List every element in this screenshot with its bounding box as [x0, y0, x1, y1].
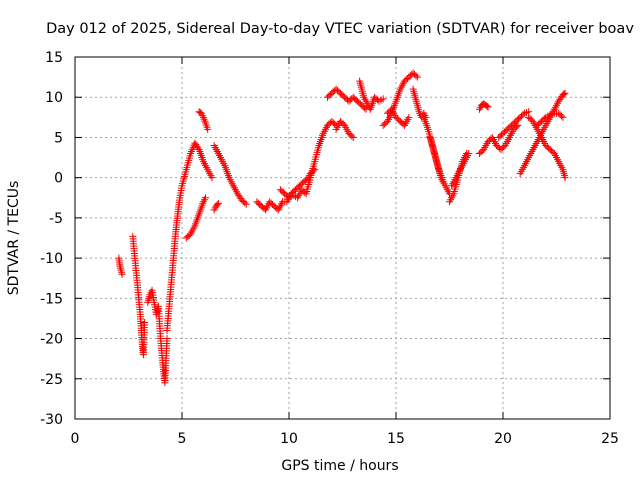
x-tick-label: 10 — [280, 431, 298, 447]
data-point-arc-aa — [557, 112, 565, 120]
data-point-arc-d — [194, 144, 202, 152]
data-point-arc-aa — [540, 115, 548, 123]
data-point-arc-v — [484, 103, 492, 111]
y-tick-label: -10 — [40, 251, 63, 267]
y-tick-label: -20 — [40, 332, 63, 348]
data-point-arc-v — [483, 102, 491, 110]
data-point-arc-w — [514, 121, 522, 129]
data-point-arc-f — [204, 125, 212, 133]
y-tick-label: -15 — [40, 291, 63, 307]
data-point-arc-o — [412, 72, 420, 80]
data-point-arc-m — [348, 132, 356, 140]
x-axis-title: GPS time / hours — [281, 458, 398, 474]
x-tick-label: 20 — [494, 431, 512, 447]
x-tick-label: 25 — [601, 431, 619, 447]
chart-title: Day 012 of 2025, Sidereal Day-to-day VTE… — [46, 21, 634, 37]
data-point-arc-y — [560, 90, 568, 98]
data-point-arc-b — [141, 318, 149, 326]
plot-frame — [74, 56, 611, 420]
data-point-arc-a — [118, 270, 126, 278]
y-axis-title: SDTVAR / TECUs — [6, 181, 22, 296]
data-point-arc-x — [519, 111, 527, 119]
data-point-arc-o — [413, 73, 421, 81]
data-point-arc-s — [439, 178, 447, 186]
data-point-arc-h — [214, 199, 222, 207]
data-point-arc-g — [242, 200, 250, 208]
y-tick-label: -25 — [40, 372, 63, 388]
y-tick-label: -30 — [40, 412, 63, 428]
data-point-arc-e — [202, 194, 210, 202]
data-point-arc-w — [513, 123, 521, 131]
x-tick-label: 15 — [387, 431, 405, 447]
axis-ticks — [74, 56, 611, 420]
x-tick-label: 5 — [178, 431, 187, 447]
data-point-arc-n — [379, 95, 387, 103]
y-tick-label: 5 — [54, 130, 63, 146]
data-point-arc-aa — [559, 113, 567, 121]
y-tick-label: -5 — [49, 211, 63, 227]
data-point-arc-m — [349, 133, 357, 141]
data-points — [115, 69, 569, 387]
data-point-arc-u — [465, 150, 473, 158]
data-point-arc-z — [561, 174, 569, 182]
x-tick-labels: 0 5 10 15 20 25 — [71, 431, 619, 447]
data-point-arc-h — [213, 201, 221, 209]
data-point-arc-d — [208, 174, 216, 182]
data-point-arc-g — [241, 199, 249, 207]
y-tick-label: 10 — [45, 90, 63, 106]
data-point-arc-p — [405, 113, 413, 121]
x-tick-label: 0 — [71, 431, 80, 447]
y-tick-label: 15 — [45, 50, 63, 66]
y-tick-label: 0 — [54, 171, 63, 187]
data-point-arc-c — [163, 335, 171, 343]
data-point-arc-l — [361, 104, 369, 112]
y-tick-labels: -30 -25 -20 -15 -10 -5 0 5 10 15 — [40, 50, 63, 428]
data-point-arc-y — [561, 89, 569, 97]
